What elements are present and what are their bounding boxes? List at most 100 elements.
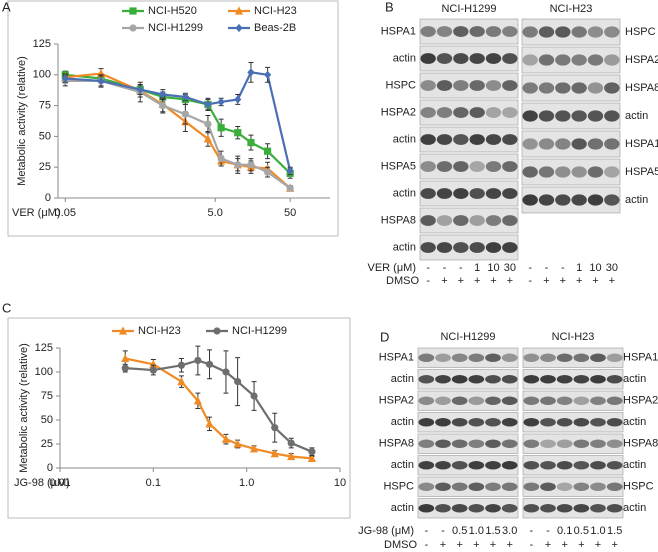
blot-band	[435, 482, 451, 492]
cell-line-label: NCI-H23	[552, 331, 595, 343]
blot-band	[468, 353, 485, 363]
blot-strip	[522, 455, 624, 476]
blot-band	[418, 503, 435, 513]
blot-band	[606, 353, 623, 363]
blot-band	[522, 166, 538, 178]
blot-band	[468, 417, 485, 427]
y-tick-label: 25	[41, 438, 53, 450]
vehicle-value: +	[490, 539, 496, 551]
blot-band	[587, 82, 604, 94]
marker	[247, 138, 255, 147]
legend-label: NCI-H23	[254, 5, 297, 17]
blot-band	[436, 80, 453, 91]
blot-band	[555, 54, 571, 66]
blot-band	[571, 166, 587, 178]
blot-band	[468, 374, 485, 384]
series-line	[65, 72, 291, 189]
marker	[234, 161, 242, 169]
blot-band	[418, 417, 435, 427]
blot-band	[453, 215, 469, 226]
row-label: HSPA5	[625, 166, 658, 178]
blot-band	[522, 26, 538, 38]
row-label: actin	[393, 187, 416, 199]
blot-band	[556, 482, 573, 492]
blot-strip	[521, 102, 621, 130]
marker	[263, 168, 272, 176]
blot-strip	[419, 207, 519, 234]
blot-band	[573, 396, 590, 406]
y-tick-label: 0	[47, 462, 53, 474]
marker	[234, 95, 242, 104]
row-label: actin	[393, 241, 416, 253]
blot-band	[485, 107, 502, 118]
y-tick-label: 25	[39, 161, 51, 173]
blot-band	[418, 374, 435, 384]
marker	[204, 100, 212, 109]
blot-band	[502, 134, 518, 145]
blot-band	[573, 439, 590, 449]
blot-band	[501, 482, 518, 492]
blot-band	[604, 138, 620, 150]
marker	[263, 147, 272, 155]
blot-band	[606, 396, 623, 406]
blot-band	[451, 396, 468, 406]
blot-band	[523, 482, 540, 492]
blot-strip	[417, 476, 519, 497]
vehicle-value: +	[506, 539, 512, 551]
blot-band	[540, 417, 556, 427]
treatment-value: -	[528, 262, 532, 274]
x-axis-label: VER (μM)	[12, 207, 61, 219]
blot-band	[571, 194, 587, 206]
row-label: HSPC	[625, 26, 656, 38]
blot-band	[571, 82, 587, 94]
blot-band	[468, 396, 485, 406]
blot-band	[485, 460, 501, 470]
marker	[217, 124, 225, 132]
treatment-value: 30	[504, 262, 516, 274]
treatment-value: 0.5	[574, 525, 589, 537]
x-tick-label: 0.05	[55, 207, 76, 219]
blot-band	[501, 374, 518, 384]
blot-band	[469, 53, 485, 64]
blot-band	[469, 215, 485, 226]
marker	[129, 7, 137, 15]
blot-band	[522, 138, 538, 150]
blot-band	[556, 396, 573, 406]
blot-band	[485, 396, 501, 406]
vehicle-value: -	[528, 275, 532, 287]
blot-band	[556, 503, 573, 513]
blot-band	[436, 26, 453, 37]
blot-band	[469, 26, 485, 37]
marker	[149, 366, 157, 374]
blot-band	[451, 503, 468, 513]
blot-band	[502, 53, 518, 64]
marker	[286, 184, 294, 192]
marker	[234, 129, 242, 137]
treatment-value: -	[545, 262, 549, 274]
marker	[129, 24, 137, 32]
blot-band	[469, 242, 485, 253]
marker	[263, 70, 272, 79]
blot-band	[420, 26, 436, 37]
blot-band	[501, 503, 518, 513]
blot-band	[555, 166, 571, 178]
blot-band	[436, 53, 453, 64]
blot-band	[501, 396, 518, 406]
marker	[121, 364, 129, 372]
blot-band	[468, 503, 485, 513]
row-label: HSPA8	[381, 214, 416, 226]
blot-band	[485, 353, 501, 363]
marker	[118, 326, 128, 335]
blot-band	[420, 215, 436, 226]
blot-band	[502, 26, 518, 37]
row-label: actin	[625, 194, 648, 206]
marker	[121, 353, 130, 363]
blot-band	[555, 194, 571, 206]
y-tick-label: 75	[39, 100, 51, 112]
y-axis-label: Metabolic activity (relative)	[18, 343, 30, 473]
blot-band	[606, 439, 623, 449]
blot-strip	[417, 390, 519, 411]
marker	[205, 419, 214, 428]
marker	[193, 396, 202, 405]
blot-band	[485, 215, 502, 226]
